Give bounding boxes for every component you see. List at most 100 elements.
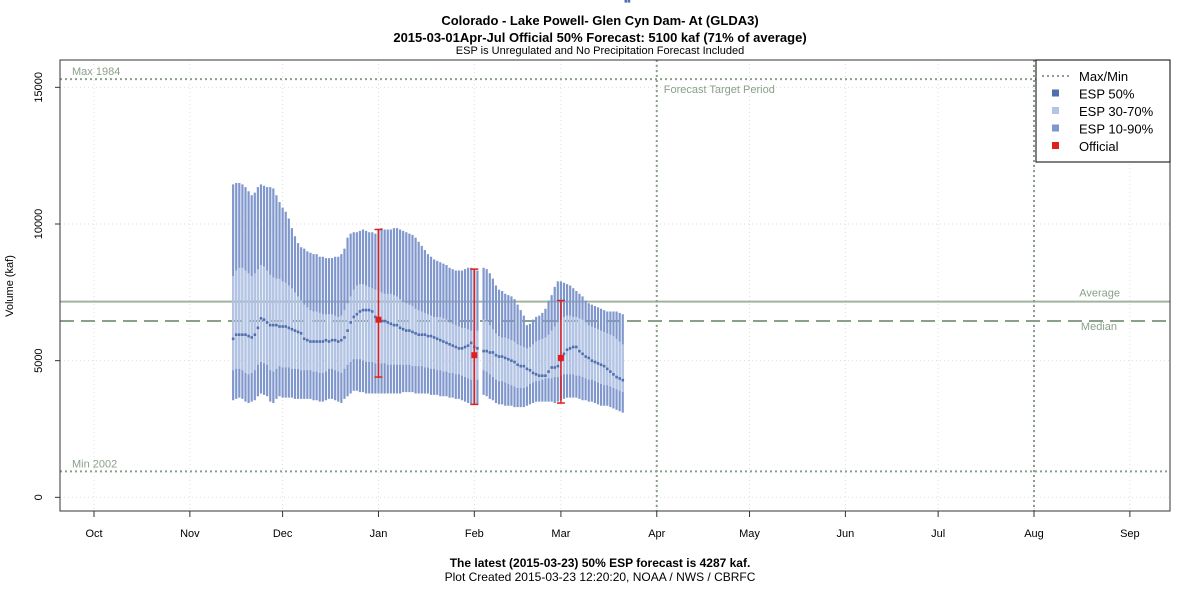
esp-day — [426, 254, 430, 394]
esp-day — [469, 267, 473, 405]
esp-day — [327, 258, 331, 399]
x-tick-label: Apr — [648, 528, 665, 540]
esp-50-point — [290, 327, 294, 331]
legend-label: ESP 50% — [1079, 87, 1135, 102]
x-tick-label: Jan — [370, 528, 388, 540]
esp-day — [343, 248, 346, 399]
esp-day — [262, 185, 266, 395]
esp-day — [522, 315, 526, 408]
esp-50-point — [262, 318, 266, 321]
esp-day — [346, 237, 349, 397]
esp-day — [324, 258, 328, 401]
esp-50-point — [315, 340, 318, 343]
esp-50-point — [553, 366, 557, 369]
esp-50-point — [234, 333, 238, 336]
esp-50-point — [386, 321, 390, 324]
esp-day — [352, 232, 356, 391]
esp-day — [541, 312, 544, 402]
esp-50-point — [497, 355, 501, 358]
esp-day — [374, 233, 377, 394]
esp-day — [420, 245, 424, 394]
esp-50-point — [361, 308, 365, 312]
esp-day — [476, 270, 479, 405]
esp-50-point — [256, 326, 260, 330]
esp-day — [389, 229, 393, 394]
esp-50-point — [599, 363, 603, 367]
esp-day — [330, 258, 334, 399]
esp-50-point — [485, 349, 488, 353]
x-tick-label: Dec — [273, 528, 293, 540]
esp-50-point — [547, 370, 550, 373]
esp-day — [231, 184, 235, 401]
esp-day — [565, 284, 569, 398]
esp-day — [355, 232, 359, 391]
esp-day — [618, 312, 621, 412]
esp-50-point — [612, 373, 615, 376]
esp-50-point — [544, 374, 547, 377]
esp-50-point — [330, 338, 334, 342]
median-line-label: Median — [1081, 321, 1117, 333]
esp-50-point — [352, 315, 356, 319]
esp-day — [250, 195, 253, 402]
esp-50-point — [265, 321, 269, 324]
forecast-period-label: Forecast Target Period — [664, 84, 775, 96]
esp-50-point — [513, 360, 516, 364]
esp-day — [380, 228, 383, 394]
esp-day — [593, 306, 597, 404]
esp-day — [503, 293, 507, 406]
esp-day — [395, 228, 399, 394]
official-point — [557, 354, 564, 361]
esp-day — [278, 202, 281, 397]
esp-50-point — [349, 321, 352, 324]
legend-swatch — [1052, 89, 1059, 97]
esp-50-point — [383, 319, 386, 323]
esp-50-point — [587, 356, 591, 360]
esp-50-point — [596, 362, 600, 365]
chart-title: Colorado - Lake Powell- Glen Cyn Dam- At… — [441, 13, 759, 28]
esp-day — [284, 211, 288, 398]
esp-day — [525, 325, 529, 406]
esp-50-point — [469, 341, 473, 345]
esp-day — [587, 303, 591, 402]
esp-50-point — [537, 374, 541, 377]
esp-day — [537, 315, 541, 402]
esp-50-point — [609, 370, 612, 373]
esp-50-point — [275, 323, 278, 327]
esp-day — [234, 183, 238, 399]
esp-50-point — [321, 340, 325, 343]
esp-50-point — [346, 329, 349, 332]
esp-day — [547, 300, 550, 402]
esp-50-point — [367, 308, 371, 312]
esp-day — [497, 289, 501, 405]
esp-day — [361, 229, 365, 393]
esp-50-point — [417, 333, 420, 336]
legend-label: ESP 10-90% — [1079, 122, 1154, 137]
esp-day — [460, 270, 464, 401]
esp-50-point — [435, 337, 439, 341]
esp-50-point — [389, 322, 393, 326]
esp-day — [306, 251, 309, 399]
esp-day — [627, 0, 631, 3]
plot-created-note: Plot Created 2015-03-23 12:20:20, NOAA /… — [444, 570, 756, 584]
esp-50-point — [451, 344, 454, 347]
esp-day — [370, 232, 374, 394]
esp-day — [405, 232, 408, 393]
esp-day — [581, 296, 584, 401]
esp-50-point — [575, 345, 578, 349]
official-forecast — [374, 228, 383, 378]
esp-50-point — [531, 371, 535, 375]
esp-day — [432, 259, 436, 395]
official-point — [375, 316, 382, 323]
esp-50-point — [340, 338, 343, 342]
esp-day — [605, 311, 609, 406]
esp-day — [439, 262, 442, 397]
esp-50-point — [238, 333, 241, 336]
esp-50-point — [405, 329, 408, 332]
esp-day — [624, 0, 628, 3]
esp-day — [609, 311, 612, 408]
y-axis-label: Volume (kaf) — [4, 255, 16, 317]
esp-50-point — [395, 323, 399, 327]
esp-day — [256, 187, 260, 397]
esp-day — [302, 248, 306, 399]
esp-day — [392, 228, 396, 394]
